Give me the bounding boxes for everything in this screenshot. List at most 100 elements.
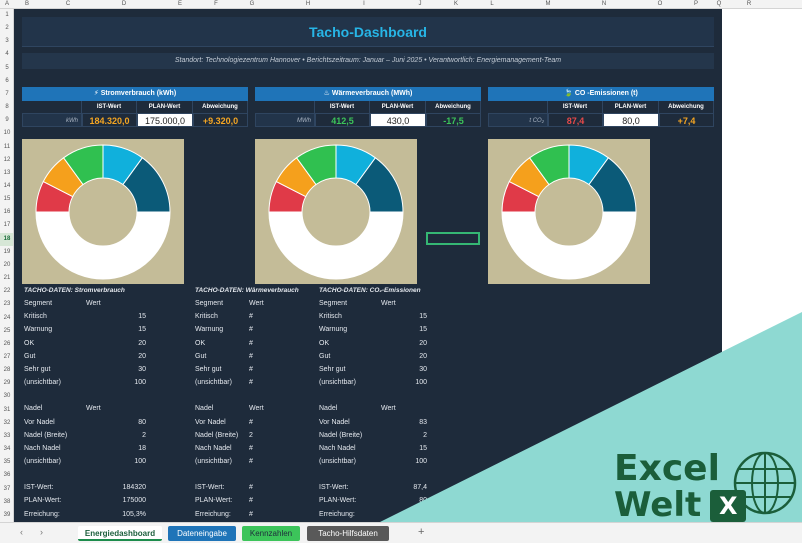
abweichung-value[interactable]: -17,5	[426, 113, 481, 127]
column-header-cell[interactable]: D	[121, 1, 127, 7]
segment-value[interactable]: #	[249, 326, 253, 334]
tab-next-icon[interactable]: ›	[40, 527, 43, 537]
needle-value[interactable]: 2	[423, 431, 427, 439]
plan-value[interactable]: 175.000,0	[137, 113, 193, 127]
segment-label[interactable]: (unsichtbar)	[195, 379, 232, 387]
value-header[interactable]: Wert	[86, 300, 101, 308]
row-header-cell[interactable]: 16	[3, 209, 11, 216]
needle-label[interactable]: Vor Nadel	[195, 418, 226, 426]
needle-value[interactable]: #	[249, 418, 253, 426]
needle-label[interactable]: (unsichtbar)	[195, 457, 232, 465]
needle-value[interactable]: 2	[142, 431, 146, 439]
needle-label[interactable]: Nadel (Breite)	[319, 431, 363, 439]
segment-header[interactable]: Segment	[24, 300, 53, 308]
row-header-cell[interactable]: 26	[3, 340, 11, 347]
tab-prev-icon[interactable]: ‹	[20, 527, 23, 537]
summary-label[interactable]: IST-Wert:	[319, 484, 349, 492]
needle-value[interactable]: #	[249, 457, 253, 465]
segment-value[interactable]: 20	[138, 339, 146, 347]
row-header-cell[interactable]: 3	[5, 38, 9, 45]
column-header-cell[interactable]: F	[214, 1, 218, 7]
segment-header[interactable]: Segment	[195, 300, 224, 308]
segment-label[interactable]: OK	[195, 339, 206, 347]
column-header-cell[interactable]: P	[693, 1, 698, 7]
column-header-cell[interactable]: O	[657, 1, 663, 7]
summary-label[interactable]: PLAN-Wert:	[195, 497, 233, 505]
needle-value[interactable]: 2	[249, 431, 253, 439]
value-header[interactable]: Wert	[381, 300, 396, 308]
row-header-cell[interactable]: 37	[3, 485, 11, 492]
segment-label[interactable]: Warnung	[319, 326, 348, 334]
segment-label[interactable]: OK	[24, 339, 35, 347]
segment-value[interactable]: 15	[138, 326, 146, 334]
plan-value[interactable]: 80,0	[603, 113, 659, 127]
needle-value-header[interactable]: Wert	[249, 405, 264, 413]
column-header-cell[interactable]: N	[601, 1, 607, 7]
segment-value[interactable]: 100	[134, 379, 146, 387]
summary-value[interactable]: 175000	[122, 497, 146, 505]
segment-value[interactable]: 30	[138, 365, 146, 373]
segment-label[interactable]: Gut	[319, 352, 331, 360]
segment-value[interactable]: 100	[415, 379, 427, 387]
row-header-cell[interactable]: 39	[3, 511, 11, 518]
segment-label[interactable]: Gut	[195, 352, 207, 360]
tab-dateneingabe[interactable]: Dateneingabe	[168, 526, 236, 541]
ist-value[interactable]: 412,5	[315, 113, 370, 127]
row-header-cell[interactable]: 27	[3, 354, 11, 360]
summary-value[interactable]: 87,4	[413, 484, 427, 492]
needle-value-header[interactable]: Wert	[86, 405, 101, 413]
gauge-chart-strom[interactable]	[22, 139, 184, 284]
kpi-panel-strom[interactable]: ⚡ Stromverbrauch (kWh) IST-Wert PLAN-Wert…	[22, 87, 248, 127]
row-header-cell[interactable]: 2	[5, 25, 9, 32]
row-header-cell[interactable]: 21	[3, 275, 11, 282]
segment-label[interactable]: Sehr gut	[24, 365, 51, 373]
summary-value[interactable]: 184320	[122, 484, 146, 492]
segment-label[interactable]: Sehr gut	[319, 365, 346, 373]
segment-value[interactable]: 20	[138, 352, 146, 360]
needle-value[interactable]: 83	[419, 418, 427, 426]
tab-tacho-hilfsdaten[interactable]: Tacho-Hilfsdaten	[307, 526, 389, 541]
value-header[interactable]: Wert	[249, 300, 264, 308]
needle-value-header[interactable]: Wert	[381, 405, 396, 413]
row-header-cell[interactable]: 29	[3, 380, 11, 387]
column-header-cell[interactable]: K	[453, 1, 458, 7]
row-header-cell[interactable]: 6	[5, 77, 9, 84]
row-header-cell[interactable]: 17	[3, 222, 11, 229]
column-header-cell[interactable]: R	[746, 1, 752, 7]
summary-label[interactable]: Erreichung:	[319, 510, 355, 518]
row-header-cell[interactable]: 24	[3, 314, 11, 321]
segment-value[interactable]: 20	[419, 339, 427, 347]
summary-value[interactable]: #	[249, 510, 253, 518]
row-header-cell[interactable]: 1	[5, 12, 9, 18]
row-header-cell[interactable]: 20	[3, 261, 11, 268]
row-header-cell[interactable]: 31	[3, 406, 11, 413]
needle-label[interactable]: Nadel (Breite)	[24, 431, 68, 439]
row-header-cell[interactable]: 9	[5, 117, 9, 124]
segment-label[interactable]: (unsichtbar)	[319, 379, 356, 387]
selected-cell[interactable]	[426, 232, 480, 245]
column-header-cell[interactable]: A	[4, 1, 9, 7]
row-header-cell[interactable]: 36	[3, 472, 11, 479]
segment-value[interactable]: #	[249, 365, 253, 373]
summary-label[interactable]: Erreichung:	[195, 510, 231, 518]
segment-label[interactable]: Kritisch	[24, 313, 47, 321]
column-header-cell[interactable]: G	[249, 1, 255, 7]
row-header-cell[interactable]: 19	[3, 248, 11, 255]
row-header-cell[interactable]: 22	[3, 288, 11, 295]
row-header-cell[interactable]: 10	[3, 130, 11, 137]
segment-value[interactable]: 15	[419, 326, 427, 334]
row-header-cell[interactable]: 4	[5, 51, 9, 58]
summary-value[interactable]: 105,3%	[122, 510, 146, 518]
needle-label[interactable]: Nadel (Breite)	[195, 431, 239, 439]
needle-label[interactable]: (unsichtbar)	[319, 457, 356, 465]
summary-label[interactable]: IST-Wert:	[24, 484, 54, 492]
abweichung-value[interactable]: +7,4	[659, 113, 714, 127]
row-header-cell[interactable]: 33	[3, 432, 11, 439]
summary-value[interactable]: #	[249, 484, 253, 492]
row-header-cell[interactable]: 38	[3, 498, 11, 505]
column-header-cell[interactable]: I	[363, 1, 365, 7]
segment-label[interactable]: Kritisch	[195, 313, 218, 321]
kpi-panel-co2[interactable]: 🍃 CO -Emissionen (t) IST-Wert PLAN-Wert Ab…	[488, 87, 714, 127]
needle-label[interactable]: Vor Nadel	[24, 418, 55, 426]
row-header-cell[interactable]: 25	[3, 327, 11, 334]
